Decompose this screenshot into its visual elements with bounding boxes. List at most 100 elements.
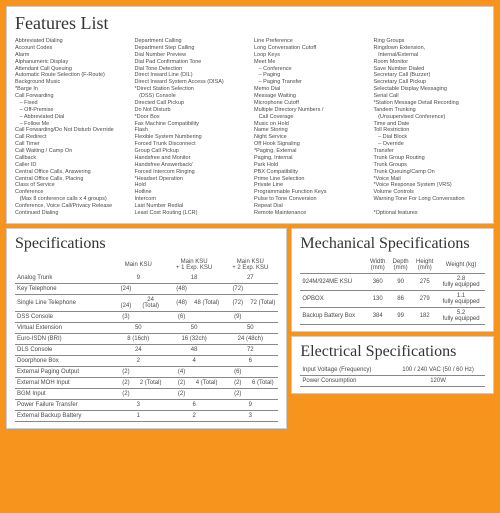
feature-item: *Station Message Detail Recording	[374, 100, 486, 107]
cell: (4)	[166, 366, 222, 377]
cell: (6)	[166, 311, 222, 322]
mech-header: Weight (kg)	[437, 257, 485, 274]
table-row: BGM Input(2)(2)(2)	[15, 388, 278, 399]
cell: 1.1fully equipped	[437, 290, 485, 307]
feature-item: Meet Me	[254, 59, 366, 66]
cell: 100 / 240 VAC (50 / 60 Hz)	[391, 365, 485, 376]
cell: Power Consumption	[300, 375, 391, 386]
feature-item: Handsfree and Monitor	[135, 155, 247, 162]
cell: (2)	[222, 388, 278, 399]
row-label: External Backup Battery	[15, 410, 111, 421]
cell: (2)4 (Total)	[166, 377, 222, 388]
electrical-table: Input Voltage (Frequency)100 / 240 VAC (…	[300, 365, 485, 387]
cell: 182	[412, 307, 437, 324]
cell: 90	[389, 273, 412, 290]
feature-item: *Door Box	[135, 114, 247, 121]
cell: 1	[111, 410, 166, 421]
cell: 50	[166, 322, 222, 333]
row-label: Virtual Extension	[15, 322, 111, 333]
feature-item: Last Number Redial	[135, 203, 247, 210]
cell: 48	[166, 344, 222, 355]
feature-item: Repeat Dial	[254, 203, 366, 210]
feature-item: Warning Tone For Long Conversation	[374, 196, 486, 203]
feature-item: Class of Service	[15, 182, 127, 189]
feature-item: Call Forwarding/Do Not Disturb Override	[15, 127, 127, 134]
feature-item: Park Hold	[254, 162, 366, 169]
cell: 5.2fully equipped	[437, 307, 485, 324]
feature-item: Direct Inward Line (DIL)	[135, 72, 247, 79]
feature-item: (Max 8 conference calls x 4 groups)	[15, 196, 127, 203]
cell: 2	[166, 410, 222, 421]
feature-item: Selectable Display Messaging	[374, 86, 486, 93]
feature-item: Abbreviated Dialing	[15, 38, 127, 45]
table-row: DSS Console(3)(6)(9)	[15, 311, 278, 322]
feature-item: Serial Call	[374, 93, 486, 100]
cell: 360	[366, 273, 389, 290]
row-label: Euro-ISDN (BRI)	[15, 333, 111, 344]
mech-header: Width(mm)	[366, 257, 389, 274]
feature-item: (Unsupervised Conference)	[374, 114, 486, 121]
table-row: Euro-ISDN (BRI)8 (16ch)16 (32ch)24 (48ch…	[15, 333, 278, 344]
feature-item: Alphanumeric Display	[15, 59, 127, 66]
feature-item: Internal/External	[374, 52, 486, 59]
feature-item: Forced Trunk Disconnect	[135, 141, 247, 148]
cell: (72)72 (Total)	[222, 294, 278, 311]
specifications-panel: Specifications Main KSUMain KSU+ 1 Exp. …	[6, 228, 287, 429]
feature-item: Trunk Queuing/Camp On	[374, 169, 486, 176]
feature-item: Dial Tone Detection	[135, 66, 247, 73]
table-row: OPBOX130862791.1fully equipped	[300, 290, 485, 307]
feature-item: Long Conversation Cutoff	[254, 45, 366, 52]
cell: 6	[222, 355, 278, 366]
feature-item: Dial Pad Confirmation Tone	[135, 59, 247, 66]
cell: 9	[222, 399, 278, 410]
feature-item: Directed Call Pickup	[135, 100, 247, 107]
feature-item: Call Redirect	[15, 134, 127, 141]
feature-item: Ringdown Extension,	[374, 45, 486, 52]
feature-item: Hold	[135, 182, 247, 189]
cell: 18	[166, 273, 222, 284]
electrical-panel: Electrical Specifications Input Voltage …	[291, 336, 494, 394]
features-title: Features List	[15, 13, 485, 34]
feature-item: Private Line	[254, 182, 366, 189]
feature-item: Night Service	[254, 134, 366, 141]
row-label: Analog Trunk	[15, 273, 111, 284]
mech-header: Height(mm)	[412, 257, 437, 274]
cell: 3	[111, 399, 166, 410]
specs-header: Main KSU	[111, 257, 166, 273]
mechanical-table: Width(mm)Depth(mm)Height(mm)Weight (kg)9…	[300, 257, 485, 325]
feature-item: Group Call Pickup	[135, 148, 247, 155]
cell: (2)	[111, 366, 166, 377]
cell: 384	[366, 307, 389, 324]
feature-item: Callback	[15, 155, 127, 162]
table-row: Doorphone Box246	[15, 355, 278, 366]
feature-item: *Voice Mail	[374, 176, 486, 183]
feature-item: Call Forwarding	[15, 93, 127, 100]
cell: (72)	[222, 283, 278, 294]
feature-item: Attendant Call Queuing	[15, 66, 127, 73]
row-label: Doorphone Box	[15, 355, 111, 366]
cell: 16 (32ch)	[166, 333, 222, 344]
feature-item: – Fixed	[15, 100, 127, 107]
cell: 24 (48ch)	[222, 333, 278, 344]
cell: 4	[166, 355, 222, 366]
cell: Input Voltage (Frequency)	[300, 365, 391, 376]
cell: 3	[222, 410, 278, 421]
feature-item: Volume Controls	[374, 189, 486, 196]
feature-item: – Abbreviated Dial	[15, 114, 127, 121]
row-label: External MOH Input	[15, 377, 111, 388]
feature-item: Tandem Trunking	[374, 107, 486, 114]
features-panel: Features List Abbreviated DialingAccount…	[6, 6, 494, 224]
cell: (2)	[166, 388, 222, 399]
feature-item: Secretary Call (Buzzer)	[374, 72, 486, 79]
feature-item: Handsfree Answerback/	[135, 162, 247, 169]
cell: 8 (16ch)	[111, 333, 166, 344]
feature-item: Name Storing	[254, 127, 366, 134]
cell: 9	[111, 273, 166, 284]
table-row: External Backup Battery123	[15, 410, 278, 421]
table-row: Single Line Telephone(24)24 (Total)(48)4…	[15, 294, 278, 311]
mechanical-title: Mechanical Specifications	[300, 235, 485, 253]
feature-item: Direct Inward System Access (DISA)	[135, 79, 247, 86]
table-row: Key Telephone(24)(48)(72)	[15, 283, 278, 294]
feature-item: Time and Date	[374, 121, 486, 128]
feature-item: PBX Compatibility	[254, 169, 366, 176]
